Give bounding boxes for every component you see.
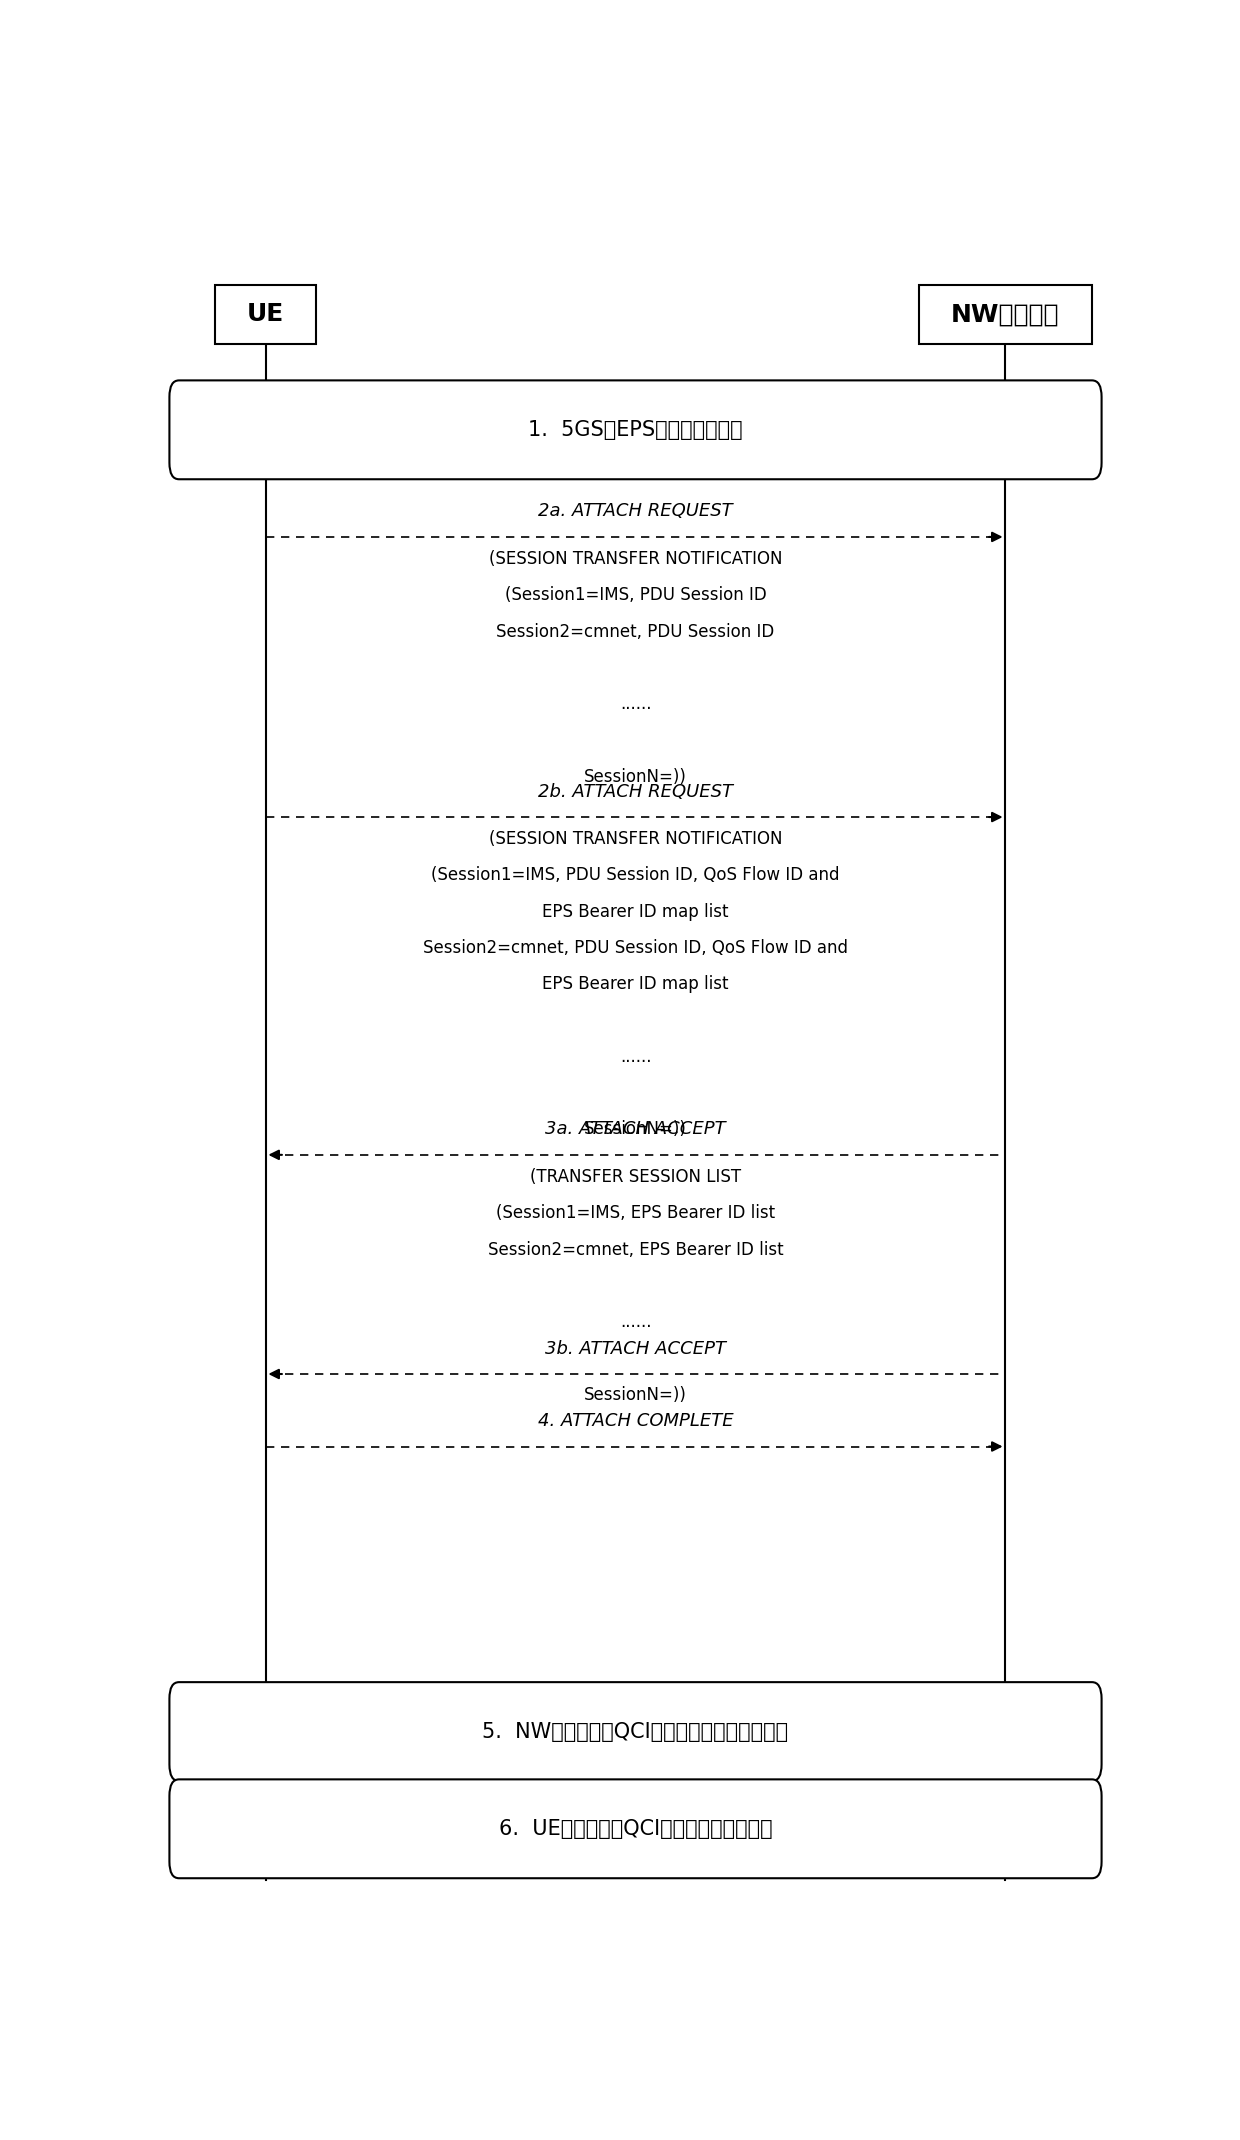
Text: Session2=cmnet, PDU Session ID: Session2=cmnet, PDU Session ID xyxy=(496,623,775,640)
Text: 3b. ATTACH ACCEPT: 3b. ATTACH ACCEPT xyxy=(546,1340,725,1357)
Text: (Session1=IMS, PDU Session ID, QoS Flow ID and: (Session1=IMS, PDU Session ID, QoS Flow … xyxy=(432,867,839,884)
Text: ......: ...... xyxy=(620,1049,651,1066)
Text: SessionN=)): SessionN=)) xyxy=(584,768,687,785)
Text: 5.  NW发起非标准QCI属性的专用承载激活流程: 5. NW发起非标准QCI属性的专用承载激活流程 xyxy=(482,1721,789,1742)
FancyBboxPatch shape xyxy=(170,1778,1101,1879)
Text: NW（网络）: NW（网络） xyxy=(951,302,1060,327)
FancyBboxPatch shape xyxy=(170,1682,1101,1780)
Text: 2b. ATTACH REQUEST: 2b. ATTACH REQUEST xyxy=(538,783,733,800)
Text: UE: UE xyxy=(247,302,284,327)
Text: ......: ...... xyxy=(620,696,651,713)
Text: (SESSION TRANSFER NOTIFICATION: (SESSION TRANSFER NOTIFICATION xyxy=(489,550,782,567)
Text: Session2=cmnet, EPS Bearer ID list: Session2=cmnet, EPS Bearer ID list xyxy=(487,1241,784,1258)
FancyBboxPatch shape xyxy=(215,285,316,345)
FancyBboxPatch shape xyxy=(919,285,1092,345)
Text: ......: ...... xyxy=(620,1314,651,1331)
Text: EPS Bearer ID map list: EPS Bearer ID map list xyxy=(542,903,729,920)
Text: 6.  UE发起非标准QCI属性的会话转移流程: 6. UE发起非标准QCI属性的会话转移流程 xyxy=(498,1819,773,1838)
Text: 2a. ATTACH REQUEST: 2a. ATTACH REQUEST xyxy=(538,503,733,520)
Text: (SESSION TRANSFER NOTIFICATION: (SESSION TRANSFER NOTIFICATION xyxy=(489,830,782,847)
Text: (Session1=IMS, PDU Session ID: (Session1=IMS, PDU Session ID xyxy=(505,586,766,603)
Text: EPS Bearer ID map list: EPS Bearer ID map list xyxy=(542,976,729,993)
Text: 3a. ATTACH ACCEPT: 3a. ATTACH ACCEPT xyxy=(546,1121,725,1138)
Text: SessionN=)): SessionN=)) xyxy=(584,1119,687,1138)
Text: 4. ATTACH COMPLETE: 4. ATTACH COMPLETE xyxy=(538,1412,733,1430)
FancyBboxPatch shape xyxy=(170,381,1101,479)
Text: (TRANSFER SESSION LIST: (TRANSFER SESSION LIST xyxy=(529,1168,742,1186)
Text: (Session1=IMS, EPS Bearer ID list: (Session1=IMS, EPS Bearer ID list xyxy=(496,1205,775,1222)
Text: 1.  5GS到EPS的互操作被触发: 1. 5GS到EPS的互操作被触发 xyxy=(528,419,743,441)
Text: Session2=cmnet, PDU Session ID, QoS Flow ID and: Session2=cmnet, PDU Session ID, QoS Flow… xyxy=(423,939,848,957)
Text: SessionN=)): SessionN=)) xyxy=(584,1385,687,1404)
